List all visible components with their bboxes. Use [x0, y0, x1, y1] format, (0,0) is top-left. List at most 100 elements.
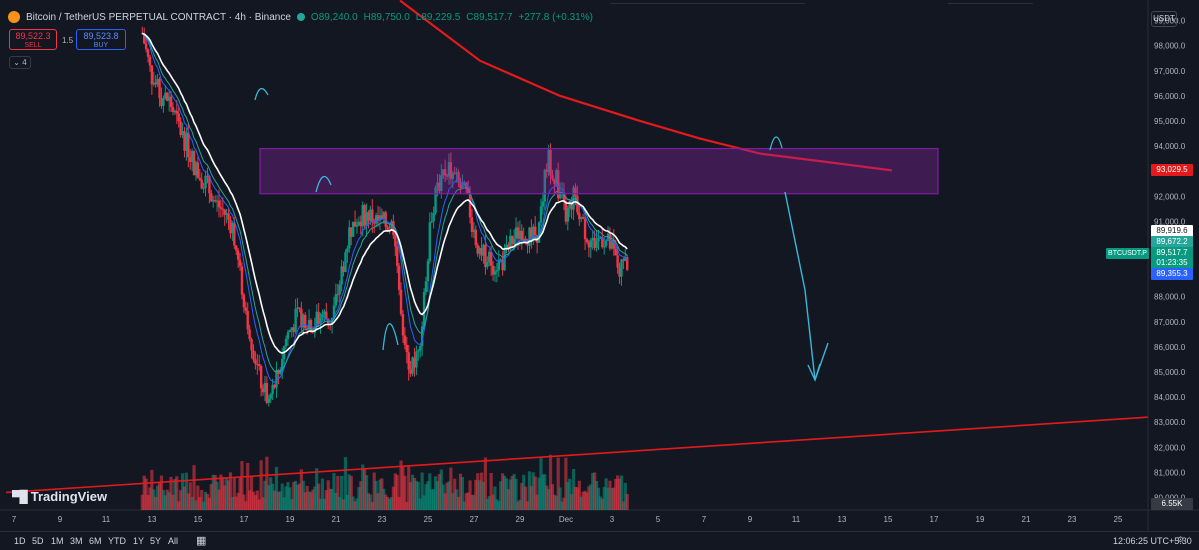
candle-body — [371, 209, 374, 223]
candle-body — [622, 259, 625, 261]
volume-bar — [593, 472, 597, 510]
candle-body — [350, 227, 353, 237]
candle-body — [532, 226, 535, 239]
candle-body — [167, 96, 171, 101]
candle-body — [593, 237, 596, 249]
candle-body — [419, 346, 422, 351]
candle-body — [150, 65, 154, 85]
timeframe-all[interactable]: All — [168, 536, 179, 546]
timeframe-ytd[interactable]: YTD — [108, 536, 126, 546]
candle-body — [202, 188, 205, 190]
time-tick-label: 11 — [102, 515, 111, 524]
settings-icon[interactable]: ⚙ — [1177, 535, 1185, 544]
buy-label: BUY — [93, 42, 109, 49]
time-tick-label: Dec — [559, 515, 573, 524]
timeframe-5d[interactable]: 5D — [32, 536, 44, 546]
volume-bar — [370, 501, 374, 510]
candle-body — [399, 289, 403, 315]
candle-body — [426, 261, 430, 282]
volume-bar — [566, 482, 570, 510]
ohlc-change: +277.8 (+0.31%) — [518, 11, 593, 23]
candle-body — [603, 245, 606, 248]
volume-bar — [336, 475, 340, 510]
candle-body — [177, 113, 180, 122]
candle-body — [610, 240, 614, 249]
candle-body — [541, 201, 545, 207]
candle-body — [189, 157, 192, 162]
candle-body — [626, 257, 629, 270]
volume-bar — [161, 489, 165, 510]
candle-body — [298, 307, 301, 309]
sell-label: SELL — [24, 42, 42, 49]
volume-bar — [541, 474, 545, 510]
volume-bar — [585, 492, 589, 510]
volume-bar — [351, 496, 355, 510]
candle-body — [305, 328, 309, 330]
volume-bar — [623, 482, 627, 510]
buy-button[interactable]: 89,523.8 BUY — [76, 29, 126, 50]
volume-label: 6.55K — [1151, 498, 1193, 510]
volume-bar — [447, 481, 451, 510]
candle-body — [440, 175, 443, 192]
volume-bar — [225, 478, 229, 510]
volume-bar — [265, 456, 269, 510]
volume-bar — [274, 466, 279, 510]
bitcoin-icon — [8, 11, 20, 23]
candle-body — [263, 382, 267, 393]
volume-bar — [288, 487, 292, 510]
volume-bar — [426, 481, 430, 510]
volume-bar — [573, 486, 578, 510]
volume-bar — [284, 486, 288, 510]
ema-teal-line — [141, 32, 628, 373]
candle-body — [181, 131, 184, 136]
volume-bar — [384, 494, 388, 510]
candle-body — [562, 193, 566, 202]
candle-body — [526, 242, 529, 246]
candle-body — [169, 96, 173, 108]
indicators-toggle[interactable]: ⌄ 4 — [9, 56, 31, 69]
volume-bar — [568, 478, 572, 510]
candle-body — [323, 311, 326, 315]
candle-body — [294, 308, 297, 332]
volume-bar — [261, 497, 265, 510]
volume-bar — [537, 477, 541, 510]
utc-clock[interactable]: 12:06:25 UTC+5:30 — [1113, 536, 1192, 546]
volume-bar — [587, 486, 591, 510]
volume-bar — [518, 499, 522, 510]
candle-body — [342, 266, 345, 273]
timeframe-3m[interactable]: 3M — [70, 536, 83, 546]
date-range-icon[interactable]: ▦ — [196, 535, 207, 547]
sell-button[interactable]: 89,522.3 SELL — [9, 29, 57, 50]
volume-bar — [617, 478, 622, 510]
candle-body — [422, 292, 426, 327]
timeframe-6m[interactable]: 6M — [89, 536, 102, 546]
volume-bar — [159, 475, 164, 510]
volume-bar — [478, 480, 482, 510]
volume-bar — [407, 465, 411, 510]
volume-bar — [610, 487, 614, 510]
timeframe-1m[interactable]: 1M — [51, 536, 64, 546]
volume-bar — [524, 486, 528, 510]
symbol-title[interactable]: Bitcoin / TetherUS PERPETUAL CONTRACT · … — [26, 11, 291, 23]
time-tick-label: 9 — [748, 515, 753, 524]
candle-body — [284, 338, 288, 347]
volume-bar — [167, 492, 171, 510]
volume-bar — [501, 473, 505, 510]
volume-bar — [474, 479, 478, 510]
timeframe-5y[interactable]: 5Y — [150, 536, 162, 546]
volume-bar — [198, 497, 202, 510]
currency-selector[interactable]: USDT — [1151, 11, 1177, 27]
candle-body — [363, 205, 366, 226]
volume-bar — [430, 489, 434, 510]
candle-body — [392, 221, 395, 236]
volume-bar — [481, 481, 486, 510]
candle-body — [604, 240, 608, 246]
volume-bar — [278, 491, 282, 510]
timeframe-1d[interactable]: 1D — [14, 536, 26, 546]
swing-marker — [382, 323, 399, 351]
candle-body — [206, 175, 209, 177]
timeframe-1y[interactable]: 1Y — [133, 536, 145, 546]
volume-bar — [338, 496, 342, 510]
time-tick-label: 7 — [12, 515, 17, 524]
